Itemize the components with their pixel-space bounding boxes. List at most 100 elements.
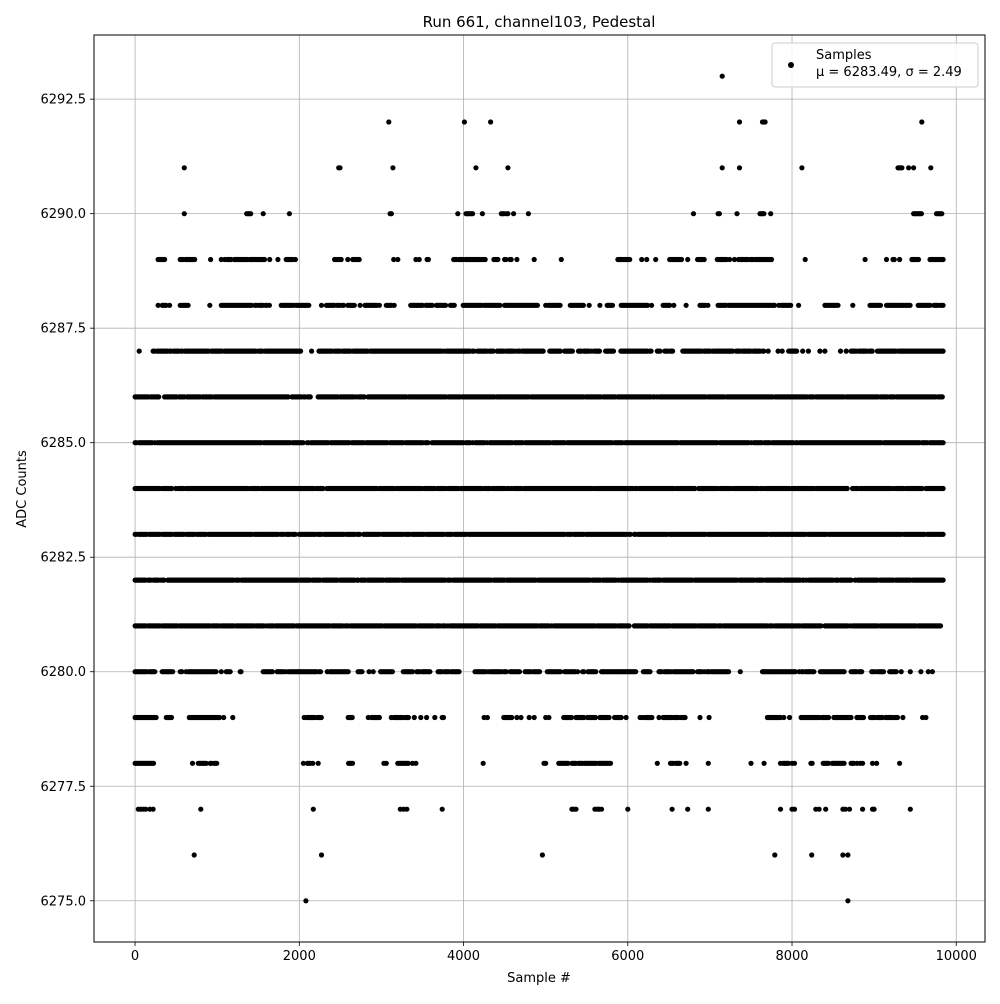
data-point	[535, 303, 540, 308]
data-point	[838, 349, 843, 354]
data-point	[610, 303, 615, 308]
data-point	[707, 715, 712, 720]
data-point	[806, 349, 811, 354]
data-point	[350, 761, 355, 766]
data-point	[198, 807, 203, 812]
data-point	[941, 486, 946, 491]
data-point	[817, 349, 822, 354]
data-point	[392, 303, 397, 308]
data-point	[350, 715, 355, 720]
data-point	[844, 349, 849, 354]
data-point	[738, 669, 743, 674]
data-point	[748, 761, 753, 766]
data-point	[649, 303, 654, 308]
data-point	[599, 807, 604, 812]
data-point	[874, 761, 879, 766]
data-point	[541, 349, 546, 354]
data-point	[485, 715, 490, 720]
data-point	[390, 669, 395, 674]
data-point	[424, 715, 429, 720]
data-point	[593, 669, 598, 674]
data-point	[517, 669, 522, 674]
data-point	[481, 761, 486, 766]
data-point	[359, 669, 364, 674]
data-point	[228, 669, 233, 674]
data-point	[230, 715, 235, 720]
data-point	[845, 852, 850, 857]
data-point	[310, 761, 315, 766]
data-point	[923, 715, 928, 720]
data-point	[384, 761, 389, 766]
data-point	[897, 761, 902, 766]
data-point	[352, 303, 357, 308]
data-point	[845, 898, 850, 903]
data-point	[170, 669, 175, 674]
data-point	[316, 761, 321, 766]
data-point	[941, 578, 946, 583]
data-point	[167, 303, 172, 308]
data-point	[154, 715, 159, 720]
data-point	[647, 669, 652, 674]
data-point	[705, 303, 710, 308]
data-point	[930, 669, 935, 674]
data-point	[859, 669, 864, 674]
data-point	[872, 807, 877, 812]
data-point	[633, 669, 638, 674]
data-point	[213, 669, 218, 674]
data-point	[306, 303, 311, 308]
data-point	[358, 303, 363, 308]
data-point	[413, 761, 418, 766]
data-point	[543, 761, 548, 766]
data-point	[772, 852, 777, 857]
data-point	[649, 715, 654, 720]
data-point	[684, 761, 689, 766]
data-point	[319, 303, 324, 308]
data-point	[457, 669, 462, 674]
data-point	[186, 303, 191, 308]
data-point	[311, 807, 316, 812]
data-point	[518, 715, 523, 720]
data-point	[848, 715, 853, 720]
data-point	[683, 715, 688, 720]
data-point	[152, 669, 157, 674]
data-point	[881, 669, 886, 674]
data-point	[726, 669, 731, 674]
data-point	[298, 349, 303, 354]
data-point	[575, 669, 580, 674]
data-point	[670, 349, 675, 354]
data-point	[441, 715, 446, 720]
data-point	[581, 303, 586, 308]
data-point	[861, 715, 866, 720]
data-point	[766, 349, 771, 354]
data-point	[941, 349, 946, 354]
data-point	[137, 349, 142, 354]
data-point	[627, 623, 632, 628]
data-point	[540, 852, 545, 857]
data-point	[809, 852, 814, 857]
data-point	[558, 303, 563, 308]
data-point	[532, 715, 537, 720]
data-point	[792, 761, 797, 766]
data-point	[697, 715, 702, 720]
data-point	[908, 807, 913, 812]
data-point	[822, 349, 827, 354]
data-point	[497, 303, 502, 308]
data-point	[794, 349, 799, 354]
data-point	[418, 715, 423, 720]
data-point	[192, 852, 197, 857]
data-point	[842, 761, 847, 766]
data-point	[214, 761, 219, 766]
data-point	[546, 715, 551, 720]
chart-title: Run 661, channel103, Pedestal	[423, 13, 656, 31]
data-point	[671, 303, 676, 308]
data-point	[156, 394, 161, 399]
data-point	[894, 669, 899, 674]
data-point	[267, 303, 272, 308]
data-point	[900, 715, 905, 720]
data-point	[308, 394, 313, 399]
data-point	[684, 303, 689, 308]
data-point	[624, 715, 629, 720]
data-point	[537, 669, 542, 674]
